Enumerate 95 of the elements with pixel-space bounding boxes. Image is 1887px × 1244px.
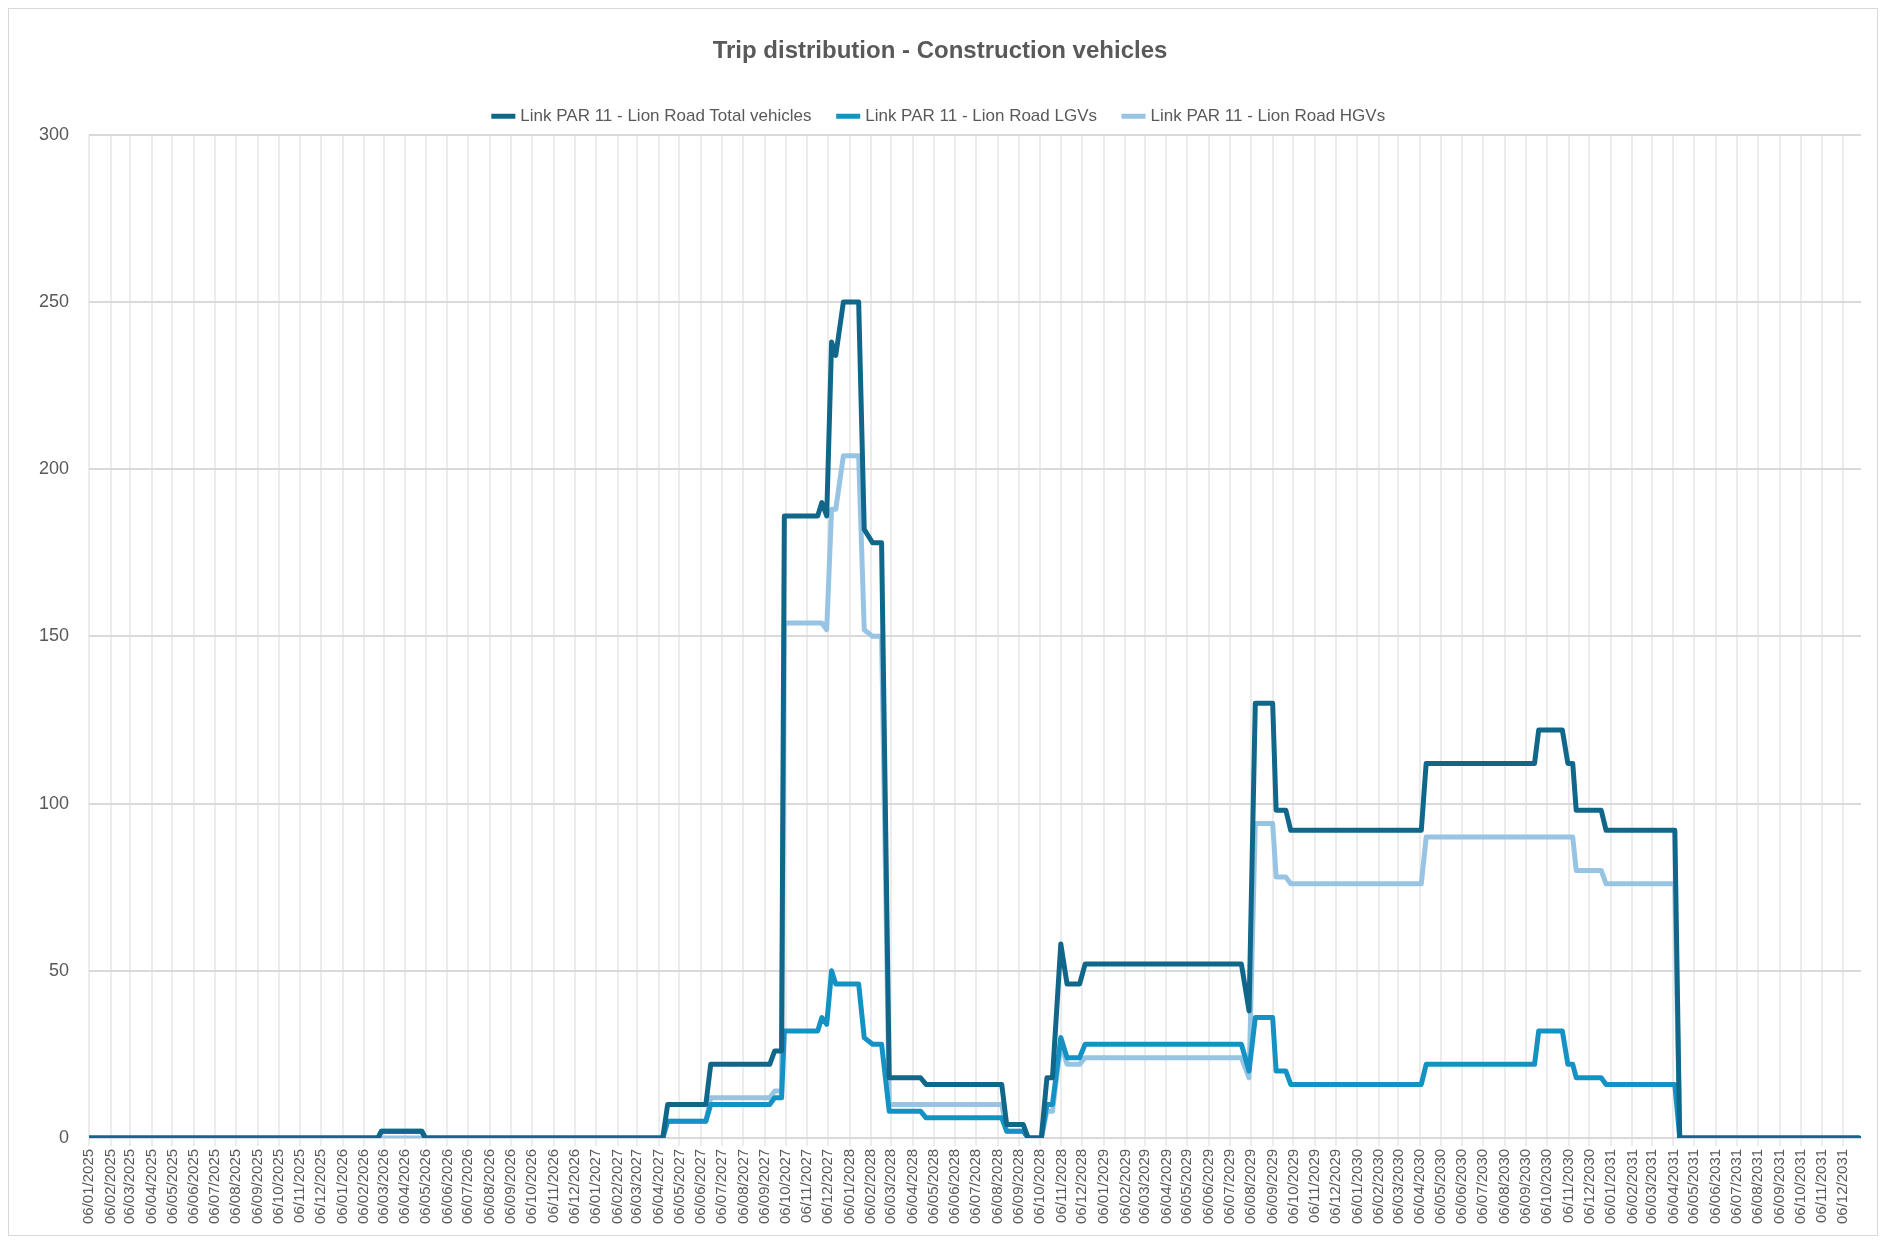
legend-label: Link PAR 11 - Lion Road Total vehicles xyxy=(520,105,812,125)
x-tick-label: 06/07/2026 xyxy=(458,1148,476,1224)
x-tick-label: 06/02/2027 xyxy=(607,1148,625,1224)
x-tick-label: 06/01/2027 xyxy=(586,1148,604,1224)
x-tick-label: 06/09/2029 xyxy=(1262,1148,1280,1224)
legend-label: Link PAR 11 - Lion Road LGVs xyxy=(865,105,1098,125)
x-tick-label: 06/01/2031 xyxy=(1601,1148,1619,1224)
x-tick-label: 06/05/2026 xyxy=(416,1148,434,1224)
x-tick-label: 06/09/2031 xyxy=(1769,1148,1787,1224)
x-tick-label: 06/04/2025 xyxy=(141,1148,159,1224)
x-tick-label: 06/11/2025 xyxy=(290,1148,308,1223)
x-tick-label: 06/12/2026 xyxy=(564,1148,582,1224)
x-tick-label: 06/08/2031 xyxy=(1748,1148,1766,1224)
x-tick-label: 06/09/2026 xyxy=(501,1148,519,1224)
x-tick-label: 06/06/2025 xyxy=(184,1148,202,1224)
x-tick-label: 06/05/2030 xyxy=(1430,1148,1448,1224)
x-tick-label: 06/12/2027 xyxy=(818,1148,836,1224)
x-tick-label: 06/04/2028 xyxy=(902,1148,920,1224)
x-tick-label: 06/02/2030 xyxy=(1369,1148,1387,1224)
x-tick-label: 06/11/2031 xyxy=(1812,1148,1830,1223)
x-tick-label: 06/02/2025 xyxy=(100,1148,118,1224)
x-tick-label: 06/11/2028 xyxy=(1051,1148,1069,1223)
x-tick-label: 06/07/2031 xyxy=(1726,1148,1744,1224)
y-tick-label: 50 xyxy=(49,959,70,980)
x-tick-label: 06/01/2029 xyxy=(1094,1148,1112,1224)
x-tick-label: 06/12/2025 xyxy=(311,1148,329,1224)
x-tick-label: 06/01/2025 xyxy=(79,1148,97,1224)
x-tick-label: 06/08/2029 xyxy=(1241,1148,1259,1224)
x-tick-label: 06/10/2027 xyxy=(775,1148,793,1224)
x-tick-label: 06/05/2027 xyxy=(669,1148,687,1224)
x-tick-label: 06/03/2029 xyxy=(1134,1148,1152,1224)
y-tick-label: 250 xyxy=(38,290,70,311)
y-tick-label: 200 xyxy=(38,458,70,479)
x-tick-label: 06/12/2028 xyxy=(1072,1148,1090,1224)
x-tick-label: 06/11/2026 xyxy=(543,1148,561,1223)
x-tick-label: 06/03/2031 xyxy=(1642,1148,1660,1224)
x-tick-label: 06/05/2031 xyxy=(1684,1148,1702,1224)
x-tick-label: 06/02/2029 xyxy=(1115,1148,1133,1224)
x-tick-label: 06/04/2026 xyxy=(395,1148,413,1224)
x-tick-label: 06/06/2026 xyxy=(437,1148,455,1224)
x-tick-label: 06/11/2027 xyxy=(797,1148,815,1223)
x-tick-label: 06/11/2030 xyxy=(1558,1148,1576,1223)
x-tick-label: 06/05/2025 xyxy=(162,1148,180,1224)
x-tick-label: 06/03/2027 xyxy=(627,1148,645,1224)
x-tick-label: 06/10/2029 xyxy=(1283,1148,1301,1224)
x-tick-label: 06/04/2029 xyxy=(1156,1148,1174,1224)
x-tick-label: 06/08/2027 xyxy=(733,1148,751,1224)
x-tick-label: 06/07/2027 xyxy=(711,1148,729,1224)
y-tick-label: 100 xyxy=(38,792,70,813)
y-tick-label: 0 xyxy=(59,1126,70,1147)
x-tick-label: 06/12/2030 xyxy=(1579,1148,1597,1224)
x-tick-label: 06/06/2030 xyxy=(1452,1148,1470,1224)
x-tick-label: 06/06/2029 xyxy=(1198,1148,1216,1224)
x-tick-label: 06/07/2025 xyxy=(204,1148,222,1224)
x-tick-label: 06/03/2025 xyxy=(120,1148,138,1224)
y-tick-label: 150 xyxy=(38,625,70,646)
x-tick-label: 06/01/2030 xyxy=(1347,1148,1365,1224)
x-tick-label: 06/12/2029 xyxy=(1326,1148,1344,1224)
x-tick-label: 06/06/2028 xyxy=(945,1148,963,1224)
x-tick-label: 06/09/2025 xyxy=(247,1148,265,1224)
x-tick-label: 06/05/2028 xyxy=(923,1148,941,1224)
legend-label: Link PAR 11 - Lion Road HGVs xyxy=(1150,105,1386,125)
x-tick-label: 06/12/2031 xyxy=(1833,1148,1851,1224)
x-tick-label: 06/08/2025 xyxy=(226,1148,244,1224)
x-tick-label: 06/03/2026 xyxy=(373,1148,391,1224)
x-tick-label: 06/08/2026 xyxy=(479,1148,497,1224)
x-tick-label: 06/10/2031 xyxy=(1790,1148,1808,1224)
x-tick-label: 06/04/2027 xyxy=(648,1148,666,1224)
x-tick-label: 06/07/2029 xyxy=(1219,1148,1237,1224)
x-tick-label: 06/06/2031 xyxy=(1705,1148,1723,1224)
x-tick-label: 06/09/2028 xyxy=(1009,1148,1027,1224)
x-tick-label: 06/09/2030 xyxy=(1516,1148,1534,1224)
x-tick-label: 06/10/2025 xyxy=(268,1148,286,1224)
x-tick-label: 06/08/2028 xyxy=(987,1148,1005,1224)
x-tick-label: 06/03/2028 xyxy=(881,1148,899,1224)
x-tick-label: 06/04/2031 xyxy=(1663,1148,1681,1224)
chart-title: Trip distribution - Construction vehicles xyxy=(712,36,1168,64)
x-tick-label: 06/04/2030 xyxy=(1410,1148,1428,1224)
x-tick-label: 06/07/2028 xyxy=(966,1148,984,1224)
x-tick-label: 06/02/2031 xyxy=(1622,1148,1640,1224)
x-tick-label: 06/02/2028 xyxy=(861,1148,879,1224)
x-tick-label: 06/05/2029 xyxy=(1177,1148,1195,1224)
y-tick-label: 300 xyxy=(38,123,70,144)
x-tick-label: 06/10/2028 xyxy=(1030,1148,1048,1224)
x-tick-label: 06/02/2026 xyxy=(354,1148,372,1224)
x-tick-label: 06/01/2028 xyxy=(839,1148,857,1224)
x-tick-label: 06/07/2030 xyxy=(1473,1148,1491,1224)
x-tick-label: 06/01/2026 xyxy=(332,1148,350,1224)
x-tick-label: 06/10/2030 xyxy=(1537,1148,1555,1224)
x-tick-label: 06/03/2030 xyxy=(1388,1148,1406,1224)
x-tick-label: 06/11/2029 xyxy=(1305,1148,1323,1223)
x-tick-label: 06/10/2026 xyxy=(522,1148,540,1224)
x-tick-label: 06/06/2027 xyxy=(691,1148,709,1224)
x-tick-label: 06/08/2030 xyxy=(1494,1148,1512,1224)
x-tick-label: 06/09/2027 xyxy=(755,1148,773,1224)
